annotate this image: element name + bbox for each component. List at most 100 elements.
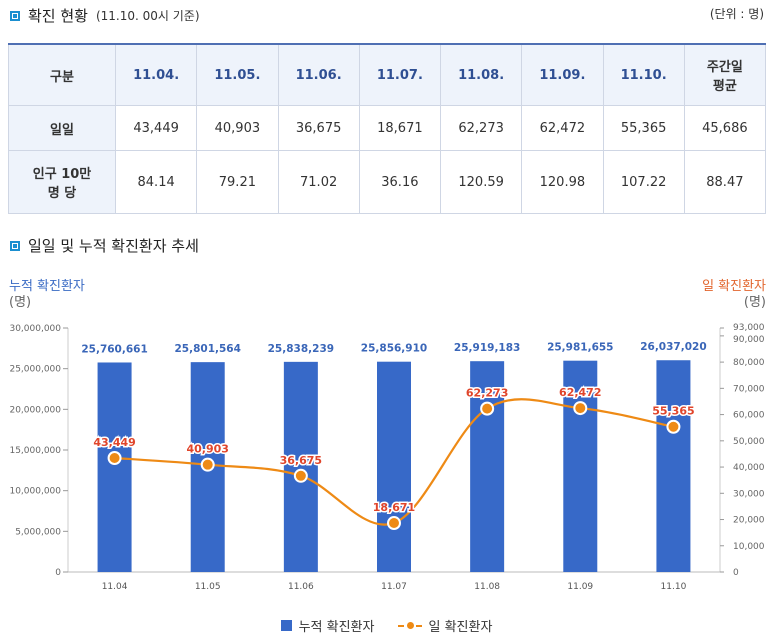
left-tick-label: 5,000,000 <box>15 527 61 537</box>
bar-value-label: 25,856,910 <box>361 343 427 355</box>
right-tick-label: 30,000 <box>733 489 765 499</box>
x-tick-label: 11.10 <box>661 582 687 592</box>
legend-item-cumulative[interactable]: 누적 확진환자 <box>280 616 375 635</box>
row-label: 일일 <box>8 105 116 151</box>
table-cell: 18,671 <box>358 105 442 151</box>
x-tick-label: 11.08 <box>474 582 500 592</box>
date-header: 11.08. <box>439 43 523 106</box>
weekly-average-header: 주간일 평균 <box>683 43 767 106</box>
section-header-trend: 일일 및 누적 확진환자 추세 <box>10 235 199 256</box>
line-point-daily <box>666 419 681 434</box>
right-axis-unit: (명) <box>744 295 766 310</box>
section-title: 일일 및 누적 확진환자 추세 <box>28 237 199 255</box>
legend-item-daily[interactable]: 일 확진환자 <box>398 616 492 635</box>
section-title: 확진 현황 <box>28 7 88 25</box>
line-value-label: 18,671 <box>373 501 415 514</box>
row-label: 인구 10만 명 당 <box>8 150 116 214</box>
table-cell: 120.59 <box>439 150 523 214</box>
table-header-row: 구분 11.04. 11.05. 11.06. 11.07. 11.08. 11… <box>8 43 767 106</box>
square-bullet-icon <box>10 240 20 251</box>
table-row: 인구 10만 명 당 84.14 79.21 71.02 36.16 120.5… <box>8 150 767 214</box>
line-value-label: 62,273 <box>466 387 508 400</box>
table-cell: 107.22 <box>602 150 685 214</box>
bar-cumulative <box>656 360 691 572</box>
x-tick-label: 11.09 <box>567 582 593 592</box>
bar-value-label: 25,838,239 <box>268 343 334 355</box>
right-tick-label: 90,000 <box>733 335 765 345</box>
table-cell-average: 88.47 <box>683 150 767 214</box>
line-point-daily <box>293 468 308 483</box>
right-tick-label: 10,000 <box>733 542 765 552</box>
x-tick-label: 11.04 <box>102 582 128 592</box>
trend-chart: 누적 확진환자(명)일 확진환자(명)05,000,00010,000,0001… <box>9 279 766 592</box>
right-tick-label: 70,000 <box>733 384 765 394</box>
stats-table: 구분 11.04. 11.05. 11.06. 11.07. 11.08. 11… <box>8 43 767 214</box>
table-cell: 62,273 <box>439 105 523 151</box>
table-cell: 71.02 <box>277 150 360 214</box>
line-value-label: 43,449 <box>93 436 135 449</box>
legend-label: 누적 확진환자 <box>298 620 375 635</box>
x-tick-label: 11.07 <box>381 582 407 592</box>
bar-cumulative <box>563 360 598 572</box>
table-cell: 62,472 <box>521 105 604 151</box>
left-axis-title: 누적 확진환자 <box>9 279 85 294</box>
date-header: 11.05. <box>196 43 279 106</box>
right-tick-label: 60,000 <box>733 411 765 421</box>
date-header: 11.07. <box>358 43 442 106</box>
left-tick-label: 0 <box>55 568 61 578</box>
date-header: 11.10. <box>602 43 685 106</box>
bar-value-label: 25,919,183 <box>454 342 520 354</box>
bar-value-label: 25,801,564 <box>174 343 240 355</box>
right-axis-title: 일 확진환자 <box>702 279 766 294</box>
bar-value-label: 26,037,020 <box>640 341 706 353</box>
chart-legend: 누적 확진환자 일 확진환자 <box>0 616 773 635</box>
bar-cumulative <box>470 361 505 572</box>
square-bullet-icon <box>10 10 20 21</box>
right-tick-label: 20,000 <box>733 516 765 526</box>
bar-value-label: 25,981,655 <box>547 342 613 354</box>
table-cell: 40,903 <box>196 105 279 151</box>
section-subtitle: (11.10. 00시 기준) <box>95 9 200 23</box>
left-tick-label: 15,000,000 <box>9 446 61 456</box>
table-cell: 55,365 <box>602 105 685 151</box>
line-point-daily <box>107 451 122 466</box>
right-tick-label: 50,000 <box>733 437 765 447</box>
right-tick-label: 93,000 <box>733 323 765 333</box>
line-point-daily <box>387 516 401 531</box>
table-row: 일일 43,449 40,903 36,675 18,671 62,273 62… <box>8 105 767 151</box>
right-tick-label: 0 <box>733 568 739 578</box>
date-header: 11.04. <box>114 43 198 106</box>
table-cell: 120.98 <box>521 150 604 214</box>
table-cell: 84.14 <box>114 150 198 214</box>
line-point-daily <box>480 401 495 416</box>
line-value-label: 40,903 <box>186 443 228 456</box>
x-tick-label: 11.05 <box>195 582 221 592</box>
line-value-label: 55,365 <box>652 405 694 418</box>
bar-cumulative <box>377 361 411 572</box>
bar-cumulative <box>283 361 318 572</box>
bar-cumulative <box>97 362 132 572</box>
x-tick-label: 11.06 <box>288 582 314 592</box>
left-tick-label: 25,000,000 <box>9 365 61 375</box>
date-header: 11.06. <box>277 43 360 106</box>
left-tick-label: 10,000,000 <box>9 487 61 497</box>
table-cell: 43,449 <box>114 105 198 151</box>
unit-label: (단위 : 명) <box>709 7 764 21</box>
line-value-label: 36,675 <box>280 454 322 467</box>
table-cell: 79.21 <box>196 150 279 214</box>
left-tick-label: 20,000,000 <box>9 405 61 415</box>
table-cell: 36,675 <box>277 105 360 151</box>
bar-value-label: 25,760,661 <box>81 343 147 355</box>
right-tick-label: 40,000 <box>733 463 765 473</box>
bar-swatch-icon <box>280 620 292 631</box>
table-cell-average: 45,686 <box>683 105 767 151</box>
line-marker-icon <box>398 620 423 631</box>
table-corner-header: 구분 <box>8 43 116 106</box>
left-axis-unit: (명) <box>9 295 31 310</box>
date-header: 11.09. <box>521 43 604 106</box>
line-point-daily <box>200 457 215 472</box>
line-value-label: 62,472 <box>559 386 601 399</box>
section-header-status: 확진 현황 (11.10. 00시 기준) <box>10 5 200 26</box>
line-point-daily <box>573 401 588 416</box>
right-tick-label: 80,000 <box>733 358 765 368</box>
